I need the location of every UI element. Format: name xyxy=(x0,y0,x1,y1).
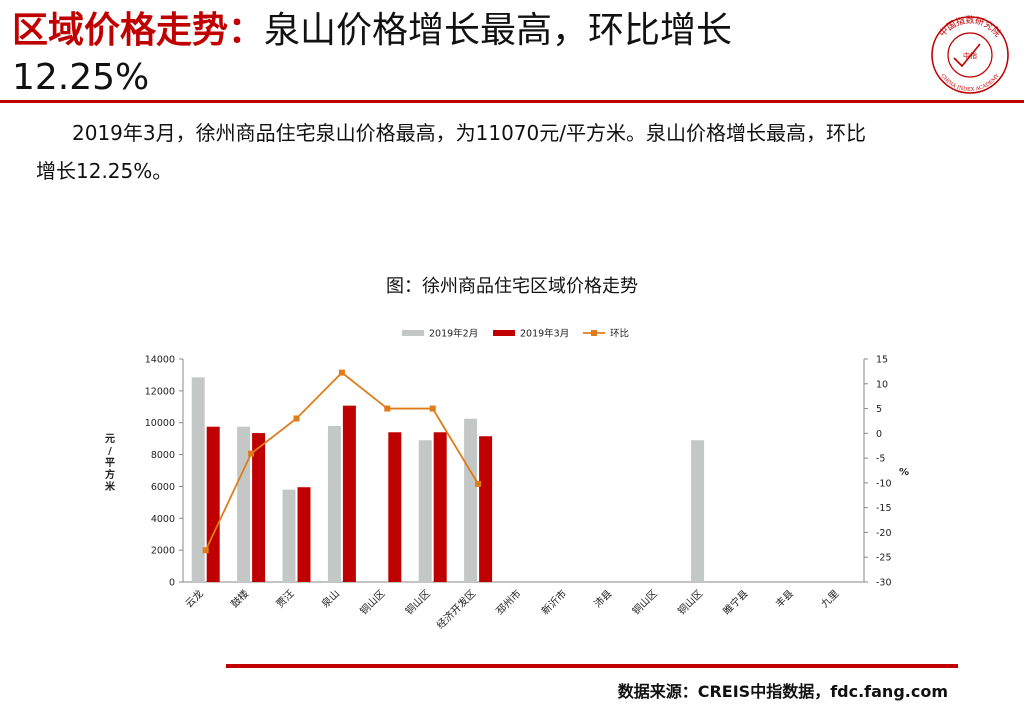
body-line1: 2019年3月，徐州商品住宅泉山价格最高，为11070元/平方米。泉山价格增长最… xyxy=(72,121,866,145)
x-tick-label: 新沂市 xyxy=(539,587,569,617)
x-tick-label: 九里 xyxy=(819,588,842,611)
china-index-academy-logo: 中国指数研究院 CHINA INDEX ACADEMY 中指 xyxy=(931,14,1009,94)
title-divider xyxy=(0,100,1024,103)
legend-label: 环比 xyxy=(610,328,629,340)
x-tick-label: 云龙 xyxy=(182,587,205,610)
title-rest: 泉山价格增长最高，环比增长 xyxy=(264,10,733,51)
logo-outer-ring xyxy=(931,16,1009,94)
bar-feb xyxy=(464,418,478,582)
y-axis-label: 方 xyxy=(105,468,115,481)
bar-mar xyxy=(206,426,220,582)
logo-trend-icon xyxy=(953,43,981,68)
x-tick-label: 邳州市 xyxy=(493,587,523,617)
point-mom xyxy=(384,405,391,412)
y2-tick-label: 5 xyxy=(876,404,882,415)
body-paragraph: 2019年3月，徐州商品住宅泉山价格最高，为11070元/平方米。泉山价格增长最… xyxy=(36,114,996,190)
legend-label: 2019年3月 xyxy=(520,328,569,340)
y2-tick-label: -20 xyxy=(876,528,892,539)
legend-label: 2019年2月 xyxy=(429,328,478,340)
x-tick-label: 铜山区 xyxy=(676,588,706,618)
y-tick-label: 14000 xyxy=(145,355,175,366)
point-mom xyxy=(475,480,482,487)
title-line2: 12.25% xyxy=(12,57,150,98)
bar-feb xyxy=(191,377,205,582)
page-title: 区域价格走势：泉山价格增长最高，环比增长 xyxy=(12,8,892,54)
x-tick-label: 泉山 xyxy=(319,587,342,610)
point-mom xyxy=(429,405,436,412)
x-tick-label: 沛县 xyxy=(591,587,614,610)
y2-tick-label: -10 xyxy=(876,478,892,489)
x-tick-label: 经济开发区 xyxy=(434,587,479,632)
bar-mar xyxy=(297,487,311,582)
bar-feb xyxy=(691,440,705,582)
x-tick-label: 铜山区 xyxy=(403,588,433,618)
point-mom xyxy=(293,415,300,422)
x-tick-label: 鼓楼 xyxy=(228,587,251,610)
y2-tick-label: -30 xyxy=(876,578,892,589)
x-tick-label: 睢宁县 xyxy=(720,587,750,617)
bar-feb xyxy=(327,425,341,582)
x-tick-label: 丰县 xyxy=(773,587,796,610)
x-tick-label: 铜山区 xyxy=(630,588,660,618)
y2-tick-label: 10 xyxy=(876,379,888,390)
y-tick-label: 6000 xyxy=(151,482,175,493)
chart-title: 图：徐州商品住宅区域价格走势 xyxy=(386,276,638,297)
point-mom xyxy=(338,369,345,376)
y-tick-label: 0 xyxy=(169,578,175,589)
y2-tick-label: 0 xyxy=(876,429,882,440)
footer-divider xyxy=(226,664,958,668)
bar-mar xyxy=(388,432,402,582)
y-axis-label: 米 xyxy=(105,480,116,493)
title-highlight: 区域价格走势： xyxy=(12,10,265,51)
y-tick-label: 12000 xyxy=(145,386,175,397)
legend-swatch xyxy=(493,330,515,336)
bar-mar xyxy=(479,436,493,582)
x-tick-label: 贾汪 xyxy=(274,588,297,611)
bar-feb xyxy=(418,440,432,582)
bar-feb xyxy=(282,489,296,582)
bar-feb xyxy=(237,426,251,582)
y2-tick-label: -5 xyxy=(876,454,885,465)
y-tick-label: 8000 xyxy=(151,450,175,461)
data-source: 数据来源：CREIS中指数据，fdc.fang.com xyxy=(617,682,948,701)
logo-center-text: 中指 xyxy=(963,51,977,60)
y-tick-label: 4000 xyxy=(151,514,175,525)
legend-marker xyxy=(591,330,597,336)
legend-swatch xyxy=(402,330,424,336)
y2-tick-label: 15 xyxy=(876,355,888,366)
bar-mar xyxy=(342,405,356,582)
point-mom xyxy=(202,547,209,554)
point-mom xyxy=(248,450,255,457)
x-tick-label: 铜山区 xyxy=(358,588,388,618)
bar-mar xyxy=(433,432,447,582)
y-tick-label: 2000 xyxy=(151,546,175,557)
body-line2: 增长12.25%。 xyxy=(36,159,173,183)
y-axis-label: 元 xyxy=(105,433,115,445)
y-tick-label: 10000 xyxy=(145,418,175,429)
y-axis-label: / xyxy=(108,446,112,457)
y-axis-label: 平 xyxy=(105,457,115,469)
y2-tick-label: -25 xyxy=(876,553,892,564)
y2-axis-label: % xyxy=(899,467,909,478)
y2-tick-label: -15 xyxy=(876,503,892,514)
bar-mar xyxy=(252,433,266,582)
logo-inner-ring xyxy=(947,32,993,78)
